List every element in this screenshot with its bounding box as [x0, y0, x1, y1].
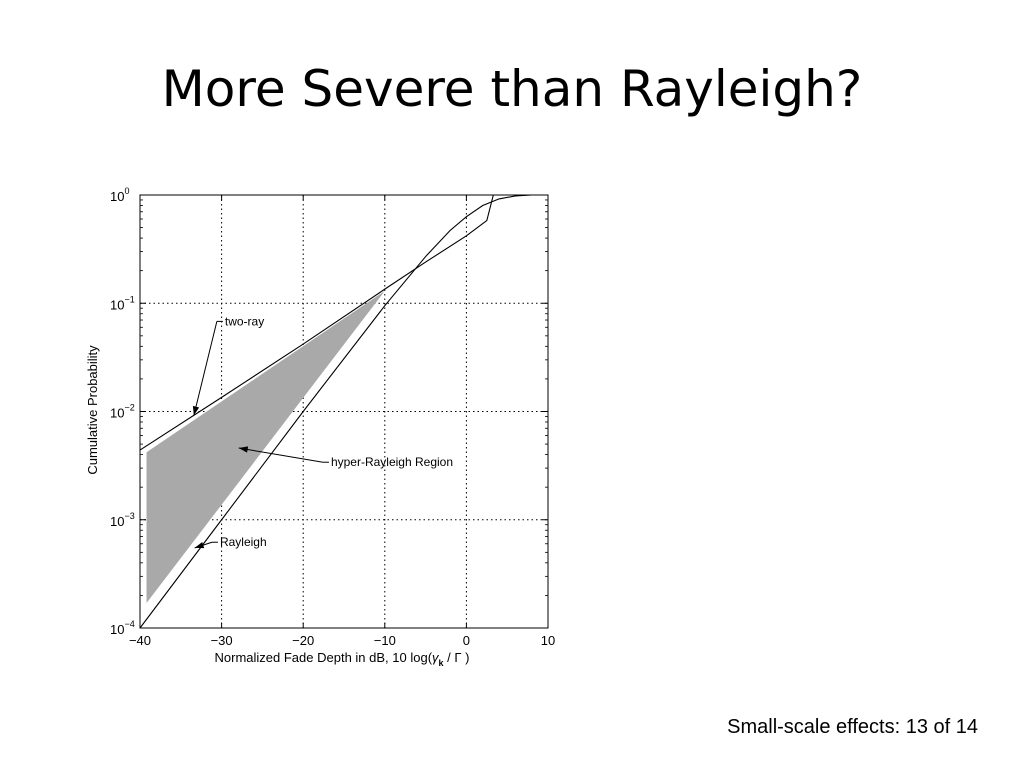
- x-tick-label: −10: [374, 633, 396, 648]
- rayleigh-annotation-label: Rayleigh: [220, 535, 267, 549]
- hyper-rayleigh-region: [146, 290, 385, 604]
- y-tick-label: 10−1: [110, 294, 135, 312]
- y-tick-label: 100: [110, 186, 129, 204]
- x-axis-label-subscript: k: [439, 658, 445, 668]
- two-ray-annotation-arrowhead: [192, 405, 200, 416]
- x-tick-label: −20: [292, 633, 314, 648]
- y-tick-label: 10−3: [110, 511, 135, 529]
- x-tick-label: 0: [463, 633, 470, 648]
- series-layer: [139, 194, 548, 629]
- hyper-rayleigh-region-layer: [146, 290, 385, 604]
- hyper-rayleigh-annotation-label: hyper-Rayleigh Region: [331, 455, 453, 469]
- x-axis-label: Normalized Fade Depth in dB, 10 log(γk /…: [215, 650, 470, 668]
- rayleigh-annotation-arrowhead: [194, 542, 205, 549]
- x-axis-label-gamma: γ: [432, 650, 440, 665]
- x-axis-label-main: Normalized Fade Depth in dB, 10 log(: [215, 650, 433, 665]
- plot-frame-layer: [139, 194, 549, 629]
- x-tick-label: −30: [211, 633, 233, 648]
- two-ray-curve: [139, 194, 548, 451]
- x-tick-label: −40: [129, 633, 151, 648]
- two-ray-annotation-label: two-ray: [225, 314, 264, 328]
- y-tick-label: 10−2: [110, 403, 135, 421]
- x-tick-label: 10: [541, 633, 555, 648]
- y-axis-label: Cumulative Probability: [85, 345, 100, 475]
- slide-footer: Small-scale effects: 13 of 14: [727, 716, 978, 738]
- y-tick-label: 10−4: [110, 619, 135, 637]
- slide-title: More Severe than Rayleigh?: [161, 60, 863, 118]
- grid-lines: [140, 195, 548, 628]
- hyper-rayleigh-annotation-arrowhead: [238, 446, 249, 453]
- tick-labels: −40 −30 −20 −10 0 10 100 10−1 10−2 10−3 10−4: [110, 186, 555, 648]
- hyper-rayleigh-annotation-leader: [238, 447, 324, 463]
- rayleigh-curve: [139, 194, 548, 629]
- two-ray-annotation-leader: [193, 321, 218, 416]
- x-axis-label-tail: / Γ ): [444, 650, 470, 665]
- plot-frame: [139, 194, 549, 629]
- annotations: two-ray hyper-Rayleigh Region Rayleigh: [192, 314, 453, 549]
